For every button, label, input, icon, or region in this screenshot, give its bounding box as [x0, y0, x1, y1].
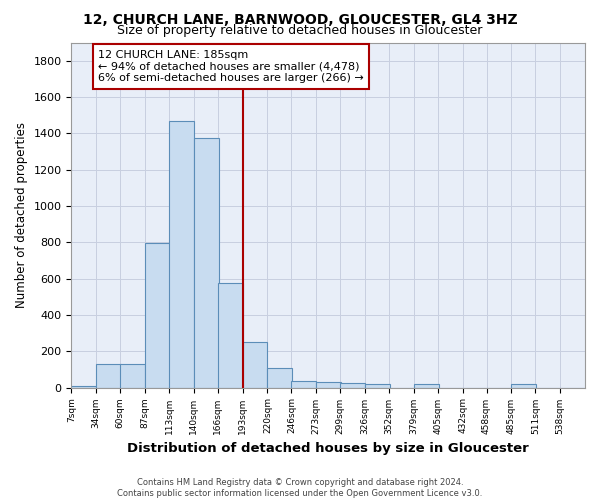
Text: 12 CHURCH LANE: 185sqm
← 94% of detached houses are smaller (4,478)
6% of semi-d: 12 CHURCH LANE: 185sqm ← 94% of detached…: [98, 50, 364, 83]
Text: 12, CHURCH LANE, BARNWOOD, GLOUCESTER, GL4 3HZ: 12, CHURCH LANE, BARNWOOD, GLOUCESTER, G…: [83, 12, 517, 26]
Y-axis label: Number of detached properties: Number of detached properties: [15, 122, 28, 308]
Bar: [218, 283, 242, 388]
Bar: [194, 138, 218, 388]
Bar: [365, 384, 390, 388]
Bar: [71, 386, 96, 388]
Bar: [120, 364, 145, 388]
Bar: [340, 383, 365, 388]
Text: Contains HM Land Registry data © Crown copyright and database right 2024.
Contai: Contains HM Land Registry data © Crown c…: [118, 478, 482, 498]
Text: Size of property relative to detached houses in Gloucester: Size of property relative to detached ho…: [118, 24, 482, 37]
Bar: [414, 384, 439, 388]
Bar: [316, 382, 341, 388]
Bar: [292, 381, 316, 388]
X-axis label: Distribution of detached houses by size in Gloucester: Distribution of detached houses by size …: [127, 442, 529, 455]
Bar: [169, 120, 194, 388]
Bar: [511, 384, 536, 388]
Bar: [96, 364, 121, 388]
Bar: [268, 368, 292, 388]
Bar: [145, 243, 170, 388]
Bar: [242, 342, 268, 388]
